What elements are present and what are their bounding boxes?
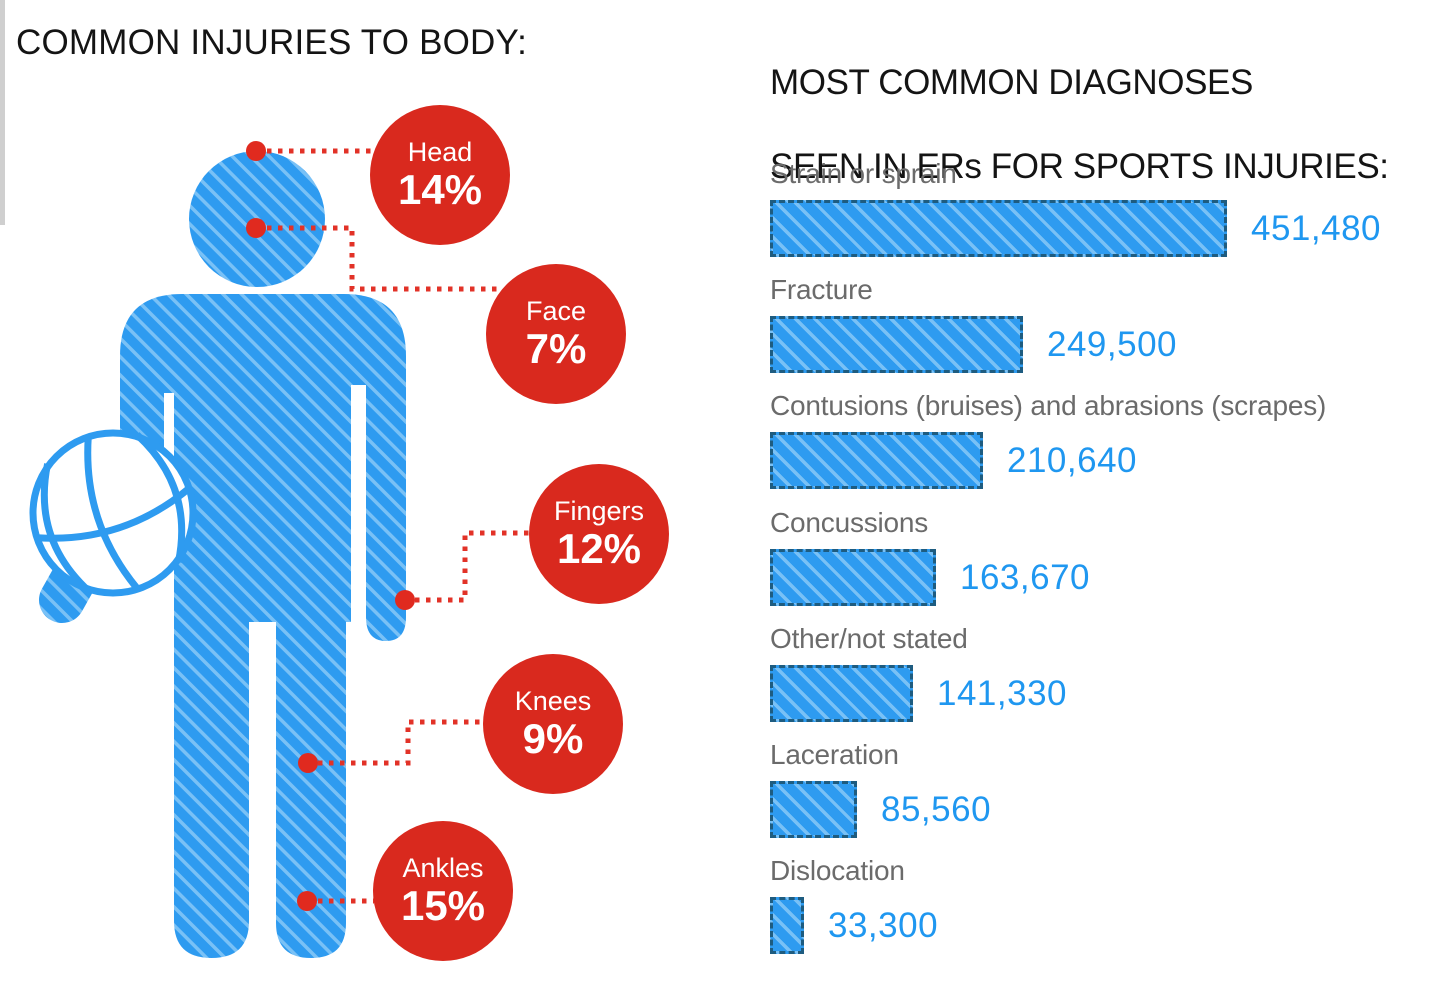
figure-right-leg (276, 600, 346, 958)
injury-bubble: Head 14% (370, 105, 510, 245)
diagnosis-bar (770, 200, 1227, 257)
figure-left-leg (174, 600, 249, 958)
injury-bubble: Knees 9% (483, 654, 623, 794)
figure-right-arm-slit (351, 385, 366, 500)
diagnosis-label: Contusions (bruises) and abrasions (scra… (770, 390, 1327, 421)
right-panel-title: MOST COMMON DIAGNOSES SEEN IN ERs FOR SP… (770, 20, 1389, 188)
diagnosis-bar (770, 432, 983, 489)
marker-dot-face (246, 218, 266, 238)
diagnosis-bar (770, 665, 913, 722)
injury-label: Head (407, 137, 473, 167)
diagnosis-row: Fracture 249,500 (770, 274, 1430, 373)
connector-fingers (415, 530, 530, 603)
injury-value: 14% (397, 166, 483, 213)
diagnosis-row: Contusions (bruises) and abrasions (scra… (770, 390, 1430, 489)
marker-dot-knees (298, 753, 318, 773)
diagnosis-row: Other/not stated 141,330 (770, 623, 1430, 722)
diagnosis-bar-line: 451,480 (770, 200, 1430, 257)
injury-bubble: Ankles 15% (373, 821, 513, 961)
connector-knees (318, 719, 484, 766)
diagnosis-value: 85,560 (881, 789, 992, 829)
figure-shoulders (120, 294, 406, 500)
diagnosis-value: 33,300 (828, 905, 939, 945)
diagnosis-bar-line: 85,560 (770, 781, 1430, 838)
injury-bubble: Face 7% (486, 264, 626, 404)
diagnosis-value: 141,330 (937, 673, 1068, 713)
diagnosis-bar-line: 163,670 (770, 549, 1430, 606)
diagnosis-label: Concussions (770, 507, 929, 538)
diagnosis-label: Dislocation (770, 855, 905, 886)
marker-dot-fingers (395, 590, 415, 610)
diagnosis-row: Dislocation 33,300 (770, 855, 1430, 954)
diagnosis-row: Laceration 85,560 (770, 739, 1430, 838)
diagnosis-value: 163,670 (960, 557, 1091, 597)
diagnosis-label: Fracture (770, 274, 873, 305)
diagnosis-bar (770, 316, 1023, 373)
diagnosis-bar-line: 210,640 (770, 432, 1430, 489)
diagnosis-label: Laceration (770, 739, 899, 770)
figure-torso (174, 450, 351, 622)
diagnosis-bar-line: 141,330 (770, 665, 1430, 722)
marker-dot-head (246, 141, 266, 161)
figure-left-arm-slit (164, 393, 174, 500)
diagnosis-value: 210,640 (1007, 440, 1138, 480)
diagnosis-bar (770, 549, 936, 606)
injury-value: 9% (522, 715, 584, 762)
connector-face (267, 225, 503, 292)
diagnosis-bar-line: 249,500 (770, 316, 1430, 373)
diagnosis-bar (770, 781, 857, 838)
left-edge-strip (0, 0, 5, 225)
right-panel-title-line2: SEEN IN ERs FOR SPORTS INJURIES: (770, 147, 1389, 186)
person-figure (29, 141, 530, 958)
injury-label: Knees (514, 686, 592, 716)
diagnosis-value: 451,480 (1251, 208, 1382, 248)
diagnosis-bar (770, 897, 804, 954)
left-panel-title: COMMON INJURIES TO BODY: (16, 23, 528, 62)
injury-value: 12% (556, 525, 642, 572)
basketball-icon (29, 429, 197, 597)
injury-value: 7% (525, 325, 587, 372)
diagnosis-label: Strain or sprain (770, 158, 957, 189)
diagnosis-label: Other/not stated (770, 623, 968, 654)
right-panel-title-line1: MOST COMMON DIAGNOSES (770, 63, 1253, 102)
diagnosis-row: Concussions 163,670 (770, 507, 1430, 606)
diagnosis-value: 249,500 (1047, 324, 1178, 364)
injury-value: 15% (400, 882, 486, 929)
marker-dot-ankles (297, 891, 317, 911)
injury-label: Ankles (402, 853, 484, 883)
diagnosis-row: Strain or sprain 451,480 (770, 158, 1430, 257)
injury-label: Fingers (553, 496, 645, 526)
diagnosis-bar-line: 33,300 (770, 897, 1430, 954)
figure-right-arm (366, 430, 406, 641)
injury-bubble: Fingers 12% (529, 464, 669, 604)
injury-label: Face (525, 296, 587, 326)
